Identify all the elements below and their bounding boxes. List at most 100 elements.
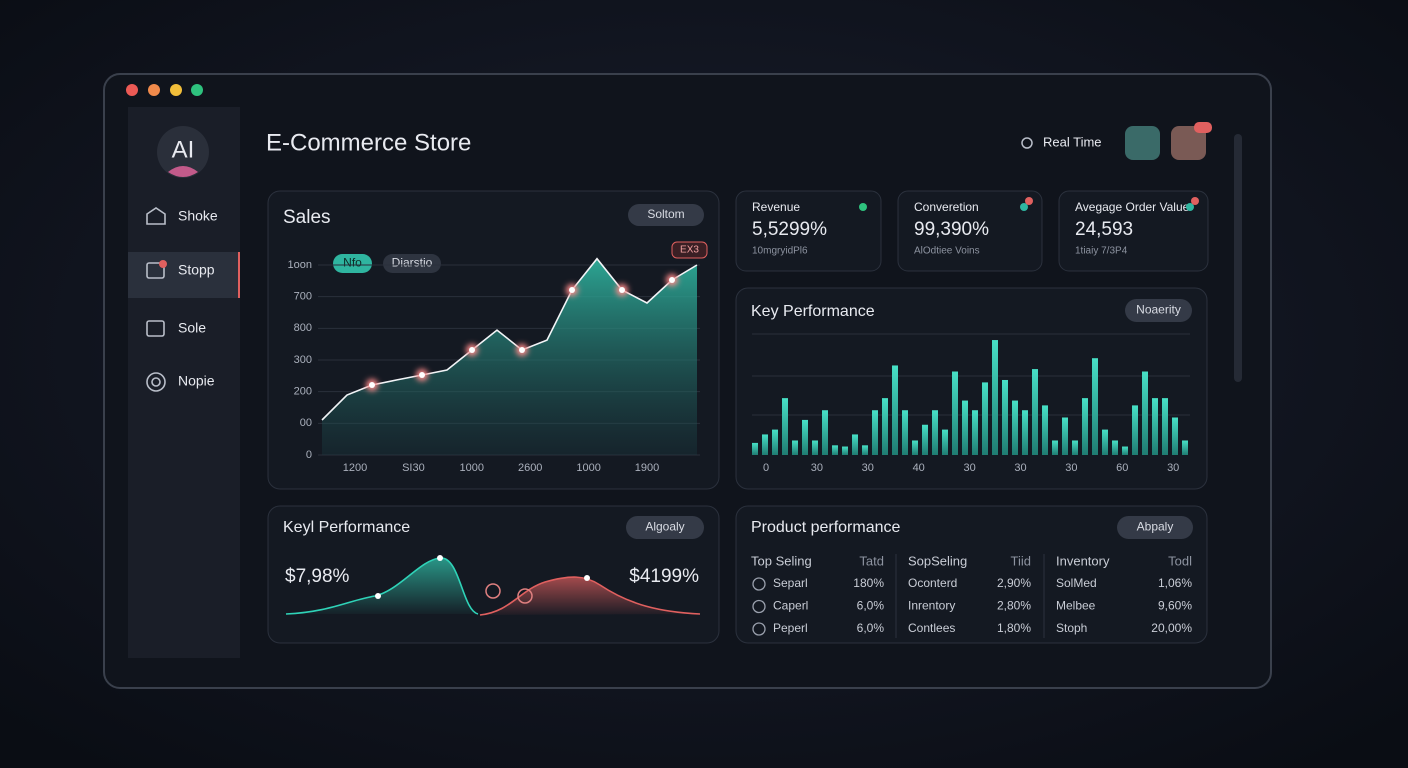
data-point <box>619 287 625 294</box>
product-card <box>735 505 1208 644</box>
x-tick-label: 1900 <box>635 462 659 474</box>
stat-note: 1tiaiy 7/3P4 <box>1075 246 1128 257</box>
column-header: Tatd <box>859 553 884 568</box>
user-avatar[interactable] <box>1125 126 1160 160</box>
bar <box>912 440 918 455</box>
avatar[interactable] <box>157 126 209 178</box>
row-name: Inrentory <box>908 599 955 613</box>
x-tick-label: 0 <box>763 462 769 474</box>
x-tick-label: 30 <box>811 462 823 474</box>
nav-icon <box>146 207 166 225</box>
bar <box>1122 446 1128 455</box>
row-value: 20,00% <box>1151 621 1192 635</box>
column-header: Tiid <box>1011 553 1031 568</box>
bar <box>752 442 758 455</box>
key-button[interactable] <box>1125 299 1192 322</box>
maximize-button[interactable] <box>170 84 182 96</box>
bar <box>772 429 778 455</box>
card-title: Keyl Performance <box>283 519 410 536</box>
stat-label: Converetion <box>914 200 979 214</box>
data-point <box>669 277 675 284</box>
bar <box>862 445 868 455</box>
wave-node <box>517 588 533 604</box>
row-value: 180% <box>853 576 884 590</box>
row-name: Oconterd <box>908 576 957 590</box>
row-name: Caperl <box>773 599 808 613</box>
performance-button[interactable] <box>626 516 704 539</box>
annotation-tag <box>671 241 708 259</box>
row-name: Stoph <box>1056 621 1087 635</box>
close-button[interactable] <box>126 84 138 96</box>
stat-badge <box>1025 197 1033 205</box>
nav-item[interactable]: Stopp <box>178 262 215 278</box>
stat-value: 5,5299% <box>752 219 827 240</box>
bar <box>982 382 988 455</box>
x-tick-label: 30 <box>1167 462 1179 474</box>
stat-badge <box>1191 197 1199 205</box>
extra-button[interactable] <box>191 84 203 96</box>
row-value: 9,60% <box>1158 599 1192 613</box>
nav-item[interactable]: Nopie <box>178 373 215 389</box>
bar <box>1032 369 1038 455</box>
notification-badge <box>1194 122 1212 133</box>
bar <box>962 400 968 455</box>
minimize-button[interactable] <box>148 84 160 96</box>
bar <box>872 410 878 455</box>
x-tick-label: 1000 <box>460 462 484 474</box>
wave-red-line <box>479 576 701 616</box>
nav-icon <box>146 320 165 337</box>
bar <box>992 340 998 455</box>
row-icon <box>752 599 766 614</box>
product-button[interactable] <box>1117 516 1193 539</box>
column-header: SopSeling <box>908 553 967 568</box>
card-title: Key Performance <box>751 303 875 320</box>
bar <box>972 410 978 455</box>
bar <box>792 440 798 455</box>
row-name: Separl <box>773 576 808 590</box>
avatar-accent <box>168 166 198 177</box>
x-tick-label: SI30 <box>402 462 425 474</box>
bar <box>1082 398 1088 455</box>
filter-pill[interactable] <box>383 254 441 273</box>
y-tick-label: 200 <box>294 386 312 398</box>
key-button-label: Noaerity <box>1136 303 1181 317</box>
bar <box>892 365 898 455</box>
bar <box>822 410 828 455</box>
stat-dot <box>1186 203 1194 211</box>
sales-button[interactable] <box>628 204 704 226</box>
stat-card <box>1058 190 1209 272</box>
data-point <box>369 382 375 389</box>
row-name: Peperl <box>773 621 808 635</box>
wave-point <box>584 575 590 581</box>
bar <box>882 398 888 455</box>
user-avatar[interactable] <box>1171 126 1206 160</box>
row-icon <box>752 622 766 636</box>
row-value: 1,06% <box>1158 576 1192 590</box>
metric-left: $7,98% <box>285 566 350 587</box>
page-title: E-Commerce Store <box>266 129 471 156</box>
status-text[interactable]: Real Time <box>1043 134 1102 149</box>
bar <box>1062 417 1068 455</box>
filter-pill-label: Nfo <box>343 256 362 270</box>
bar <box>1022 410 1028 455</box>
sales-area <box>322 258 697 455</box>
nav-item[interactable]: Shoke <box>178 208 218 224</box>
bar <box>902 410 908 455</box>
card-title: Sales <box>283 207 331 228</box>
stat-label: Avegage Order Value <box>1075 200 1190 214</box>
x-tick-label: 30 <box>1065 462 1077 474</box>
card-title: Product performance <box>751 519 901 536</box>
bar <box>1172 417 1178 455</box>
stat-note: AlOdtiee Voins <box>914 246 980 257</box>
bar <box>1012 400 1018 455</box>
x-tick-label: 30 <box>862 462 874 474</box>
row-value: 6,0% <box>857 621 885 635</box>
scrollbar[interactable] <box>1234 134 1242 382</box>
nav-icon <box>146 372 166 392</box>
stat-label: Revenue <box>752 200 800 214</box>
filter-pill[interactable] <box>333 254 372 273</box>
status-icon <box>1021 137 1033 149</box>
row-icon <box>752 577 766 591</box>
wave-node <box>485 583 501 599</box>
nav-item[interactable]: Sole <box>178 320 206 336</box>
